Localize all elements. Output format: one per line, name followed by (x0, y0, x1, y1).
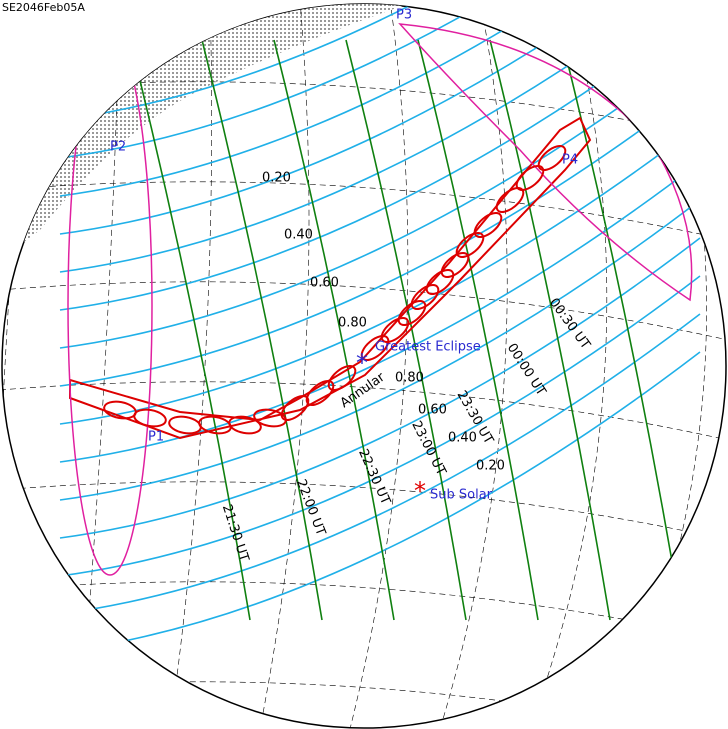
magnitude-curve (59, 199, 701, 501)
meridian (439, 4, 508, 728)
sub-solar-marker: * (414, 477, 426, 505)
magnitude-curve (59, 237, 701, 539)
magnitude-curve (59, 47, 701, 349)
meridian (259, 4, 310, 728)
umbra-shadow (397, 300, 427, 326)
umbra-shadow (133, 408, 167, 428)
magnitude-label: 0.40 (448, 431, 477, 446)
greatest-eclipse-label: Greatest Eclipse (375, 340, 481, 355)
magnitude-label: 0.20 (262, 171, 291, 186)
sub-solar-label: Sub Solar (430, 488, 493, 503)
parallel (2, 481, 726, 541)
magnitude-curve (59, 313, 701, 615)
umbra-shadow (440, 252, 470, 278)
annular-path (69, 116, 592, 440)
contact-point: P1 (148, 430, 164, 445)
parallel (2, 281, 726, 341)
contact-point: P3 (396, 8, 412, 23)
umbra-shadow (360, 335, 390, 361)
umbra-shadow (515, 165, 545, 191)
meridian (169, 4, 212, 728)
umbra-shadow (327, 365, 357, 391)
magnitude-label: 0.80 (338, 316, 367, 331)
time-curve (273, 39, 395, 621)
magnitude-curve (59, 351, 701, 653)
umbra-shadow (228, 415, 262, 435)
time-curve (201, 39, 323, 621)
contact-point: P4 (562, 153, 578, 168)
time-curve (129, 39, 251, 621)
time-curve (417, 39, 539, 621)
meridian (349, 4, 409, 728)
magnitude-curve (59, 85, 701, 387)
magnitude-label: 0.60 (418, 403, 447, 418)
parallel (2, 181, 726, 241)
contact-point: P2 (110, 140, 126, 155)
magnitude-curve (59, 4, 701, 159)
magnitude-label: 0.80 (395, 371, 424, 386)
time-curve (489, 39, 611, 621)
parallel (2, 381, 726, 441)
umbra-shadow (455, 232, 485, 258)
umbra-shadow (380, 317, 410, 343)
magnitude-label: 0.60 (310, 276, 339, 291)
magnitude-curve (59, 4, 701, 197)
time-curve (345, 39, 467, 621)
meridian (79, 4, 121, 728)
map-title: SE2046Feb05A (2, 1, 85, 14)
parallel (2, 581, 726, 641)
magnitude-label: 0.20 (476, 459, 505, 474)
umbra-shadow (537, 145, 567, 171)
meridian (529, 4, 608, 728)
magnitude-curve (59, 123, 701, 425)
greatest-eclipse-marker: * (356, 349, 368, 377)
umbra-shadow (410, 284, 440, 310)
magnitude-label: 0.40 (284, 228, 313, 243)
penumbra-east (398, 23, 693, 302)
umbra-shadow (305, 380, 335, 406)
umbra-shadow (425, 269, 455, 295)
umbra-shadow (473, 212, 503, 238)
